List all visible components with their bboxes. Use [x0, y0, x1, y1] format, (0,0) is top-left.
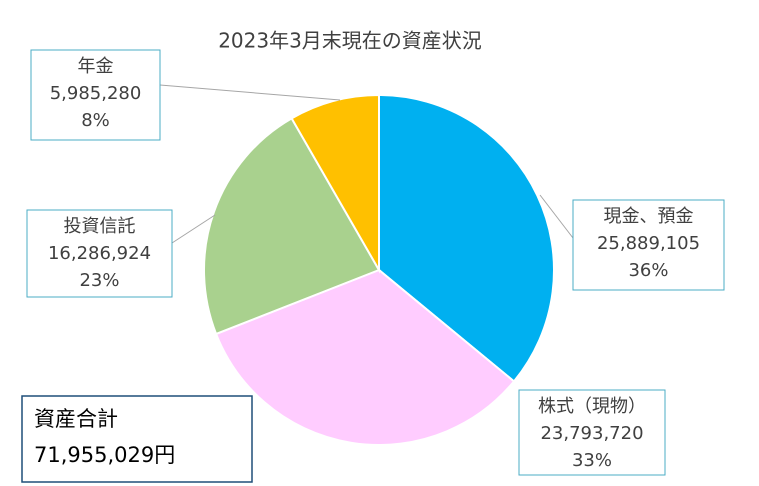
category-label: 株式（現物） — [538, 396, 646, 417]
leader-line — [539, 194, 574, 239]
total-box — [21, 395, 253, 483]
percent-label: 8% — [81, 110, 110, 131]
pie-slice — [203, 116, 381, 336]
label-box — [26, 209, 173, 298]
category-label: 現金、預金 — [604, 206, 694, 227]
label-box — [518, 389, 666, 476]
pie-slice — [378, 93, 555, 383]
label-box — [30, 49, 161, 141]
value-label: 16,286,924 — [48, 243, 151, 264]
total-value: 71,955,029円 — [34, 443, 175, 467]
value-label: 25,889,105 — [597, 233, 700, 254]
leader-line — [159, 84, 341, 101]
percent-label: 23% — [79, 270, 119, 291]
percent-label: 36% — [628, 260, 668, 281]
chart-title: 2023年3月末現在の資産状況 — [218, 29, 482, 53]
pie-slice — [214, 268, 516, 446]
pie-slice — [290, 93, 380, 274]
percent-label: 33% — [572, 450, 612, 471]
category-label: 投資信託 — [64, 216, 136, 237]
category-label: 年金 — [78, 56, 114, 77]
leader-line — [171, 214, 216, 244]
label-box — [572, 199, 725, 291]
value-label: 23,793,720 — [540, 423, 643, 444]
value-label: 5,985,280 — [50, 83, 142, 104]
total-label: 資産合計 — [34, 407, 118, 431]
